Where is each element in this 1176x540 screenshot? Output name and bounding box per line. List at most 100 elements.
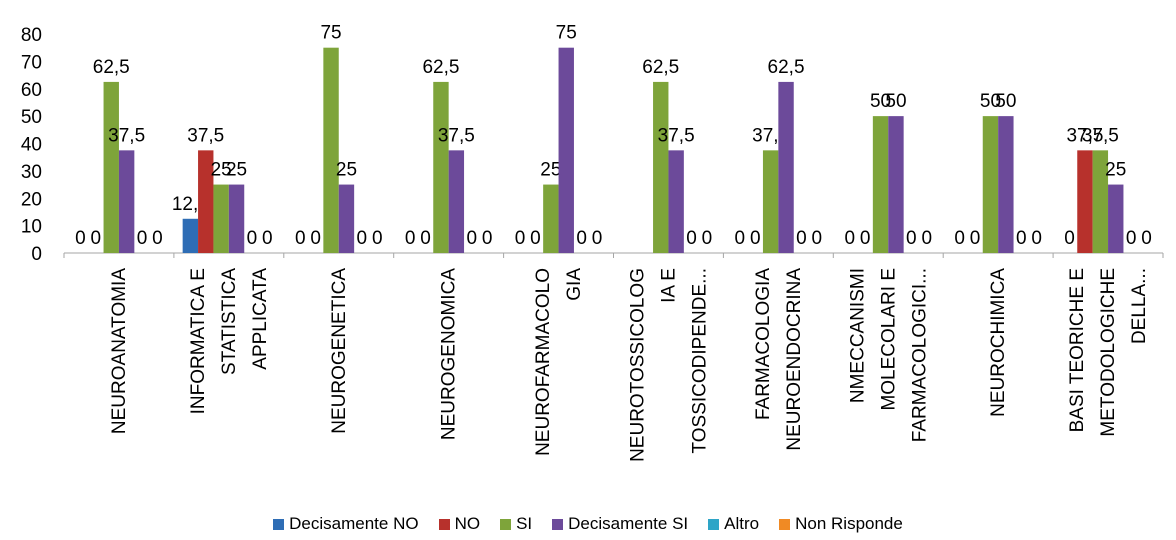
data-label: 50 (870, 91, 891, 112)
category-label: TOSSICODIPENDE... (689, 268, 710, 453)
legend-swatch (552, 518, 564, 530)
y-tick-label: 30 (21, 162, 42, 183)
data-label: 0 (295, 228, 306, 249)
data-label: 0 (310, 228, 321, 249)
data-label: 25 (226, 160, 247, 181)
data-label: 25 (211, 160, 232, 181)
legend-swatch (708, 518, 720, 530)
category-label: FARMACOLOGIA (753, 268, 774, 420)
data-label: 37,5 (658, 125, 695, 146)
data-label: 62,5 (642, 57, 679, 78)
data-label: 75 (320, 23, 341, 44)
bar (998, 116, 1014, 253)
bar (182, 218, 199, 253)
bar (558, 47, 574, 253)
data-label: 0 (1016, 228, 1027, 249)
legend-swatch (438, 518, 450, 530)
category-label: NEUROFARMACOLO (533, 268, 554, 456)
legend-label: NO (454, 514, 481, 533)
bar (448, 150, 465, 253)
legend-item: NO (438, 514, 481, 534)
y-tick-label: 0 (31, 244, 42, 265)
bar (338, 184, 355, 253)
category-label: APPLICATA (250, 268, 271, 370)
legend-label: SI (516, 514, 533, 533)
y-tick-label: 40 (21, 135, 42, 156)
legend-label: Decisamente NO (289, 514, 419, 533)
bar (198, 150, 214, 253)
category-label: NEUROTOSSICOLOG (627, 268, 648, 462)
data-label: 0 (152, 228, 163, 249)
y-tick-label: 20 (21, 189, 42, 210)
bar (118, 150, 135, 253)
legend-swatch (779, 518, 791, 530)
data-label: 0 (702, 228, 713, 249)
data-label: 0 (954, 228, 965, 249)
data-label: 0 (357, 228, 368, 249)
bar (888, 116, 904, 253)
category-label: NEUROANATOMIA (109, 268, 130, 434)
category-label: IA E (658, 268, 679, 303)
data-label: 0 (1031, 228, 1042, 249)
y-tick-label: 80 (21, 25, 42, 46)
data-label: 0 (735, 228, 746, 249)
data-label: 62,5 (422, 57, 459, 78)
bar (543, 184, 559, 253)
data-label: 50 (995, 91, 1016, 112)
data-label: 0 (530, 228, 541, 249)
bar (653, 81, 669, 253)
data-label: 0 (137, 228, 148, 249)
data-label: 0 (466, 228, 477, 249)
data-label: 0 (75, 228, 86, 249)
bar (1108, 184, 1124, 253)
data-label: 0 (91, 228, 102, 249)
data-label: 75 (556, 23, 577, 44)
data-label: 0 (844, 228, 855, 249)
category-label: INFORMATICA E (188, 268, 209, 414)
bar (1077, 150, 1093, 253)
data-label: 0 (1141, 228, 1152, 249)
data-label: 25 (540, 160, 561, 181)
bar (103, 81, 119, 253)
data-label: 0 (515, 228, 526, 249)
category-label: FARMACOLOGICI... (909, 268, 930, 442)
category-label: NEUROENDOCRINA (784, 268, 805, 451)
legend-item: Altro (708, 514, 759, 534)
legend-item: Decisamente SI (552, 514, 688, 534)
data-label: 0 (592, 228, 603, 249)
legend-label: Non Risponde (795, 514, 903, 533)
legend: Decisamente NO NO SI Decisamente SI Altro Non… (0, 512, 1176, 536)
category-label: BASI TEORICHE E (1067, 268, 1088, 432)
category-label: DELLA... (1129, 268, 1150, 344)
data-label: 0 (686, 228, 697, 249)
data-label: 0 (576, 228, 587, 249)
data-label: 25 (336, 160, 357, 181)
data-label: 0 (482, 228, 493, 249)
data-label: 0 (812, 228, 823, 249)
category-label: GIA (564, 268, 585, 301)
data-label: 62,5 (768, 57, 805, 78)
data-label: 50 (885, 91, 906, 112)
data-label: 0 (921, 228, 932, 249)
y-tick-label: 10 (21, 217, 42, 238)
bar (668, 150, 684, 253)
data-label: 0 (796, 228, 807, 249)
data-label: 0 (405, 228, 416, 249)
legend-item: SI (500, 514, 532, 534)
data-label: 0 (262, 228, 273, 249)
bar (1092, 150, 1109, 253)
legend-label: Decisamente SI (568, 514, 689, 533)
data-label: 0 (906, 228, 917, 249)
bar (762, 150, 779, 253)
legend-swatch (273, 518, 285, 530)
data-label: 0 (750, 228, 761, 249)
data-label: 50 (980, 91, 1001, 112)
data-label: 0 (372, 228, 383, 249)
legend-label: Altro (724, 514, 760, 533)
category-label: NEUROGENOMICA (439, 268, 460, 440)
data-label: 37,5 (187, 125, 224, 146)
legend-swatch (500, 518, 512, 530)
data-label: 37,5 (108, 125, 145, 146)
data-label: 37,5 (1066, 125, 1103, 146)
data-label: 37,5 (438, 125, 475, 146)
